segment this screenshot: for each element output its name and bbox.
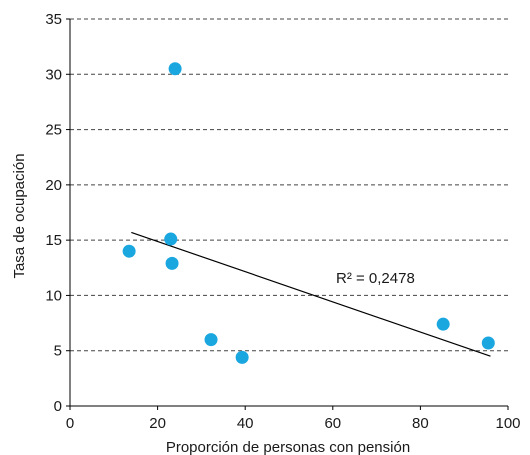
y-tick-label-0: 0 <box>54 398 62 415</box>
data-point-7 <box>436 317 450 331</box>
x-tick-label-80: 80 <box>412 415 429 432</box>
tick-label-layer: 0 5 10 15 20 25 30 35 0 20 40 60 80 100 <box>45 11 520 432</box>
y-tick-label-20: 20 <box>45 177 62 194</box>
data-point-3 <box>165 256 179 270</box>
y-tick-label-5: 5 <box>54 343 62 360</box>
r-squared-annotation: R² = 0,2478 <box>336 270 415 287</box>
x-axis-label: Proporción de personas con pensión <box>166 439 410 455</box>
data-point-8 <box>481 336 495 350</box>
y-tick-label-30: 30 <box>45 66 62 83</box>
x-tick-label-60: 60 <box>324 415 341 432</box>
x-tick-label-20: 20 <box>149 415 166 432</box>
data-point-layer <box>122 62 495 364</box>
data-point-4 <box>168 62 182 76</box>
trendline-layer <box>131 231 491 357</box>
grid-layer <box>70 18 508 352</box>
y-tick-label-35: 35 <box>45 11 62 28</box>
y-tick-label-15: 15 <box>45 232 62 249</box>
trendline <box>131 231 491 357</box>
x-tick-label-40: 40 <box>237 415 254 432</box>
y-tick-label-25: 25 <box>45 122 62 139</box>
x-tick-label-0: 0 <box>66 415 74 432</box>
y-tick-label-10: 10 <box>45 287 62 304</box>
data-point-5 <box>204 333 218 347</box>
data-point-2 <box>164 232 178 246</box>
axis-layer <box>66 18 509 410</box>
x-tick-label-100: 100 <box>495 415 520 432</box>
y-axis-label: Tasa de ocupación <box>11 153 28 278</box>
data-point-6 <box>235 350 249 364</box>
data-point-1 <box>122 244 136 258</box>
